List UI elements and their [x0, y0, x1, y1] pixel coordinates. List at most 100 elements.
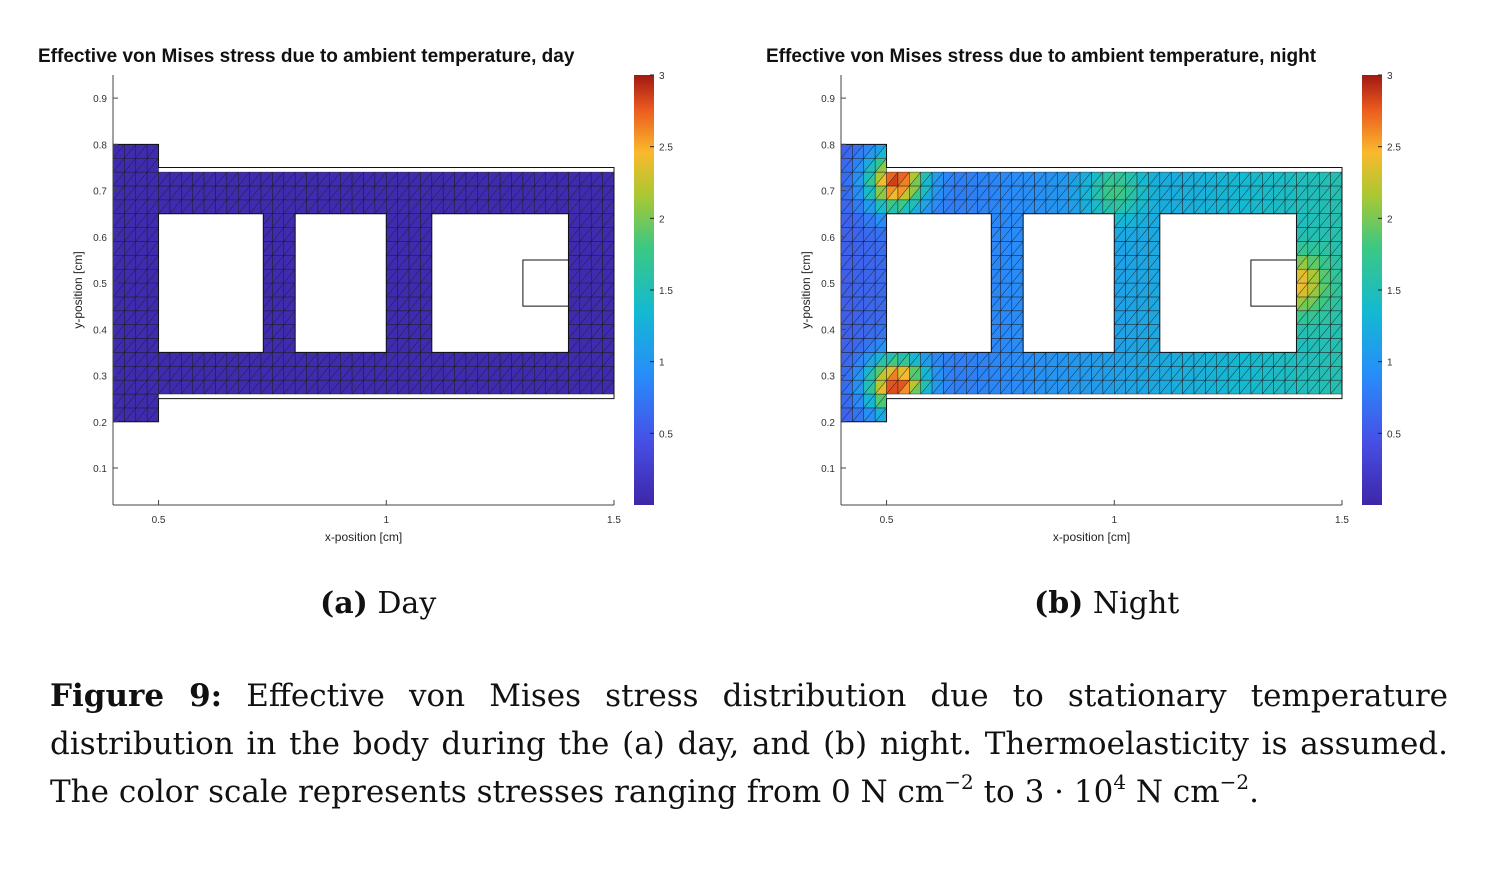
y-tick-label: 0.9 — [93, 94, 107, 105]
mesh-triangle — [1102, 171, 1115, 187]
colorbar-tick-label: 0.5 — [659, 429, 673, 440]
mesh-triangle — [408, 171, 421, 187]
figure-caption: Figure 9: Effective von Mises stress dis… — [50, 672, 1448, 816]
colorbar-tick-label: 2.5 — [1387, 143, 1401, 154]
plot-title: Effective von Mises stress due to ambien… — [766, 46, 1317, 67]
mesh-triangle — [1159, 171, 1172, 187]
y-tick-label: 0.8 — [93, 140, 107, 151]
hole-outline — [886, 213, 992, 353]
y-tick-label: 0.4 — [93, 325, 107, 336]
mesh-triangle — [1216, 171, 1229, 187]
x-tick-label: 0.5 — [152, 515, 166, 526]
mesh-triangle — [1079, 171, 1092, 187]
mesh-triangle — [340, 171, 353, 187]
x-tick-label: 1 — [1111, 515, 1117, 526]
mesh-triangle — [920, 171, 933, 187]
y-tick-label: 0.2 — [93, 418, 107, 429]
body-outline — [112, 143, 615, 423]
mesh-triangle — [386, 171, 399, 187]
mesh-triangle — [192, 171, 205, 187]
mesh-triangle — [1125, 171, 1138, 187]
mesh-triangle — [943, 171, 956, 187]
caption-exp-1: −2 — [944, 770, 974, 794]
mesh-triangle — [1011, 171, 1024, 187]
caption-exp-2: 4 — [1113, 770, 1127, 794]
plot-night: Effective von Mises stress due to ambien… — [766, 46, 1401, 544]
mesh-triangle — [1034, 171, 1047, 187]
mesh-triangle — [169, 171, 182, 187]
mesh-triangle — [1148, 171, 1161, 187]
y-tick-label: 0.3 — [93, 372, 107, 383]
y-tick-label: 0.9 — [821, 94, 835, 105]
mesh-triangle — [238, 171, 251, 187]
colorbar-tick-label: 2 — [659, 214, 665, 225]
mesh-triangle — [1284, 171, 1297, 187]
mesh-triangle — [249, 171, 262, 187]
mesh-triangle — [1307, 171, 1320, 187]
y-tick-label: 0.6 — [93, 233, 107, 244]
mesh-triangle — [1022, 171, 1036, 187]
caption-exp-3: −2 — [1219, 770, 1250, 794]
mesh-triangle — [1057, 171, 1070, 187]
mesh-triangle — [260, 171, 273, 187]
mesh-triangle — [522, 171, 535, 187]
x-tick-label: 1.5 — [1335, 515, 1349, 526]
y-axis-label: y-position [cm] — [71, 251, 85, 328]
mesh-triangle — [294, 171, 308, 187]
x-tick-label: 0.5 — [880, 515, 894, 526]
mesh-triangle — [215, 171, 228, 187]
colorbar-tick-label: 1.5 — [1387, 286, 1401, 297]
x-tick-label: 1 — [383, 515, 389, 526]
hole-outline — [431, 213, 569, 353]
body-outline — [840, 143, 1343, 423]
y-tick-label: 0.2 — [821, 418, 835, 429]
plot-title: Effective von Mises stress due to ambien… — [38, 46, 575, 67]
mesh-triangle — [226, 171, 239, 187]
mesh-triangle — [1000, 171, 1013, 187]
mesh-triangle — [966, 171, 979, 187]
mesh-triangle — [351, 171, 364, 187]
subcaption-b-label: (b) — [1034, 586, 1084, 621]
mesh-triangle — [477, 171, 490, 187]
mesh-triangle — [329, 171, 342, 187]
subcaption-a-label: (a) — [320, 586, 368, 621]
stress-mesh — [112, 143, 615, 423]
colorbar-tick-label: 1.5 — [659, 286, 673, 297]
colorbar — [634, 75, 654, 505]
mesh-triangle — [602, 171, 615, 187]
mesh-triangle — [1330, 171, 1343, 187]
mesh-triangle — [556, 171, 569, 187]
mesh-triangle — [1239, 171, 1252, 187]
caption-text-1: Effective von Mises stress distribution … — [50, 678, 1448, 810]
mesh-triangle — [1114, 171, 1127, 187]
mesh-triangle — [454, 171, 467, 187]
mesh-triangle — [317, 171, 330, 187]
mesh-triangle — [1182, 171, 1195, 187]
x-tick-label: 1.5 — [607, 515, 621, 526]
caption-text-2: to 3 · 10 — [973, 774, 1114, 810]
mesh-triangle — [1262, 171, 1275, 187]
mesh-triangle — [954, 171, 967, 187]
y-tick-label: 0.1 — [821, 464, 835, 475]
subcaption-b-text: Night — [1092, 586, 1180, 621]
mesh-triangle — [988, 171, 1001, 187]
mesh-triangle — [931, 171, 944, 187]
mesh-triangle — [1091, 171, 1104, 187]
mesh-triangle — [1193, 171, 1206, 187]
mesh-triangle — [420, 171, 433, 187]
mesh-triangle — [1319, 171, 1332, 187]
colorbar — [1362, 75, 1382, 505]
y-tick-label: 0.3 — [821, 372, 835, 383]
mesh-triangle — [306, 171, 319, 187]
caption-text-4: . — [1249, 774, 1259, 810]
mesh-triangle — [1227, 171, 1240, 187]
colorbar-tick-label: 3 — [1387, 71, 1393, 82]
mesh-triangle — [568, 171, 581, 187]
y-axis-label: y-position [cm] — [799, 251, 813, 328]
x-axis-label: x-position [cm] — [325, 530, 402, 544]
mesh-triangle — [511, 171, 524, 187]
mesh-triangle — [374, 171, 387, 187]
mesh-triangle — [203, 171, 216, 187]
mesh-triangle — [1205, 171, 1218, 187]
mesh-triangle — [1136, 171, 1149, 187]
